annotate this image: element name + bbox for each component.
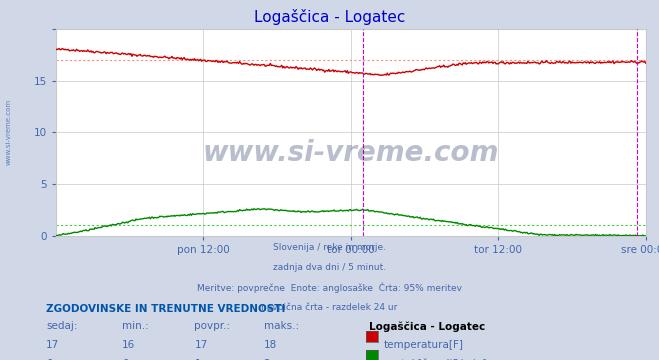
- Text: navpična črta - razdelek 24 ur: navpična črta - razdelek 24 ur: [262, 302, 397, 312]
- Text: maks.:: maks.:: [264, 321, 299, 332]
- Text: 1: 1: [194, 359, 201, 360]
- Text: povpr.:: povpr.:: [194, 321, 231, 332]
- Text: min.:: min.:: [122, 321, 149, 332]
- Text: 3: 3: [264, 359, 270, 360]
- Text: 0: 0: [46, 359, 53, 360]
- Text: Slovenija / reke in morje.: Slovenija / reke in morje.: [273, 243, 386, 252]
- Text: Meritve: povprečne  Enote: anglosaške  Črta: 95% meritev: Meritve: povprečne Enote: anglosaške Črt…: [197, 283, 462, 293]
- Text: temperatura[F]: temperatura[F]: [384, 340, 463, 350]
- Text: www.si-vreme.com: www.si-vreme.com: [203, 139, 499, 167]
- Text: 16: 16: [122, 340, 135, 350]
- Text: 0: 0: [122, 359, 129, 360]
- Text: ZGODOVINSKE IN TRENUTNE VREDNOSTI: ZGODOVINSKE IN TRENUTNE VREDNOSTI: [46, 304, 285, 314]
- Text: pretok[čevelj3/min]: pretok[čevelj3/min]: [384, 359, 486, 360]
- Text: 18: 18: [264, 340, 277, 350]
- Text: 17: 17: [194, 340, 208, 350]
- Text: www.si-vreme.com: www.si-vreme.com: [5, 99, 12, 165]
- Text: zadnja dva dni / 5 minut.: zadnja dva dni / 5 minut.: [273, 263, 386, 272]
- Text: 17: 17: [46, 340, 59, 350]
- Text: Logaščica - Logatec: Logaščica - Logatec: [254, 9, 405, 25]
- Text: Logaščica - Logatec: Logaščica - Logatec: [369, 321, 485, 332]
- Text: sedaj:: sedaj:: [46, 321, 78, 332]
